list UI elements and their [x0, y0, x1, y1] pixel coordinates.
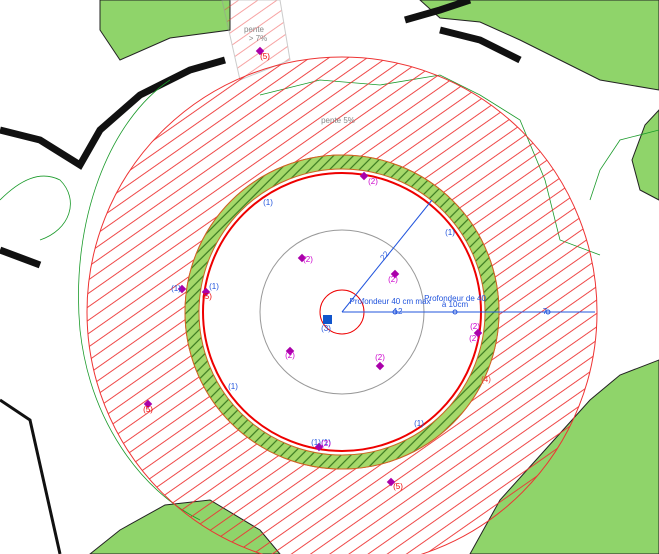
symbol	[285, 346, 295, 356]
marker-label: (2)	[321, 439, 331, 448]
marker-label: (2)	[303, 255, 313, 264]
symbol	[314, 442, 324, 452]
marker-label: (4)	[481, 375, 491, 384]
annotation: à 10cm	[442, 300, 469, 309]
marker-label: (1)	[263, 198, 273, 207]
symbol	[255, 46, 265, 56]
marker-label: (3)	[321, 324, 331, 333]
symbol	[297, 253, 307, 263]
marker-label: (1)	[228, 382, 238, 391]
annotation: 12	[394, 307, 403, 316]
symbol	[201, 287, 211, 297]
symbol	[143, 399, 153, 409]
center-marker	[323, 315, 332, 324]
annotation: 7	[543, 307, 548, 316]
annotation: pente 5%	[321, 116, 355, 125]
marker-label: (1)	[171, 284, 181, 293]
marker-label: (1)	[445, 228, 455, 237]
symbol	[390, 269, 400, 279]
marker-label: (1)	[209, 282, 219, 291]
ramp	[221, 0, 291, 81]
marker-label: (2)	[285, 351, 295, 360]
marker-label: (2)	[469, 334, 479, 343]
annotation: > 7%	[249, 34, 267, 43]
marker-label: (2)	[375, 353, 385, 362]
symbol	[473, 328, 483, 338]
annotation: Profondeur de 40	[424, 294, 486, 303]
symbol	[375, 361, 385, 371]
marker-label: (1)	[414, 419, 424, 428]
symbol	[177, 284, 187, 294]
marker-label: (1)	[321, 438, 331, 447]
marker-label: (1)	[311, 438, 321, 447]
marker-label: (5)	[202, 292, 212, 301]
annotation: Profondeur 40 cm max	[350, 297, 431, 306]
dimensions	[341, 199, 595, 315]
marker-label: (2)	[388, 275, 398, 284]
marker-label: (5)	[393, 482, 403, 491]
marker-label: (2)	[470, 322, 480, 331]
symbol	[386, 477, 396, 487]
marker-label: (5)	[143, 405, 153, 414]
marker-label: (5)	[260, 52, 270, 61]
symbol	[359, 171, 369, 181]
marker-label: (2)	[368, 177, 378, 186]
road-edges	[0, 0, 522, 554]
annotation: pente	[244, 25, 265, 34]
